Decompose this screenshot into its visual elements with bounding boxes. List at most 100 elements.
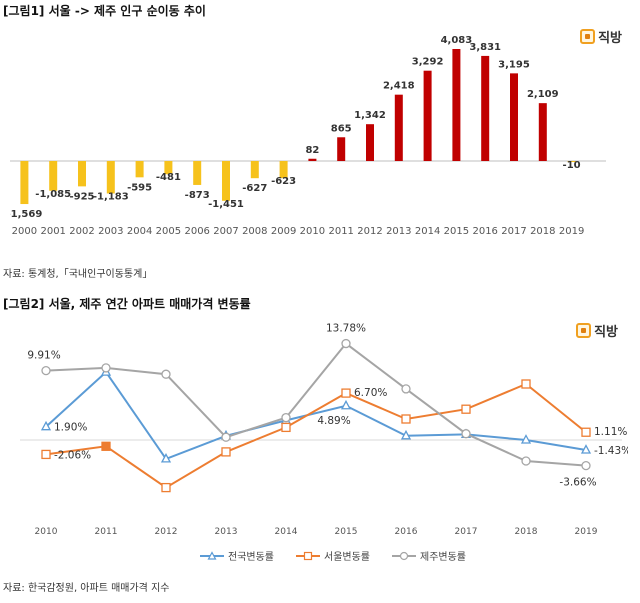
bar-2002 bbox=[78, 161, 86, 187]
x-tick-2003: 2003 bbox=[98, 226, 123, 237]
marker-s1-2016 bbox=[401, 414, 411, 424]
x-tick-2009: 2009 bbox=[271, 226, 296, 237]
bar-2006 bbox=[193, 161, 202, 185]
marker-s0-2019 bbox=[580, 444, 592, 454]
marker-s0-2018 bbox=[520, 434, 532, 444]
data-label-2011: 865 bbox=[331, 123, 352, 134]
chart2-legend: 전국변동률 서울변동률 제주변동률 bbox=[200, 548, 466, 563]
x-tick-2017: 2017 bbox=[455, 527, 478, 537]
series-line-2 bbox=[45, 342, 587, 467]
marker-s1-2013 bbox=[221, 447, 231, 457]
chart2-logo-text: 직방 bbox=[594, 325, 618, 340]
x-tick-2011: 2011 bbox=[95, 527, 118, 537]
x-tick-2000: 2000 bbox=[12, 226, 37, 237]
x-tick-2004: 2004 bbox=[127, 226, 152, 237]
legend-item-jeju: 제주변동률 bbox=[392, 548, 466, 563]
data-label-2006: -873 bbox=[185, 190, 210, 201]
x-tick-2011: 2011 bbox=[328, 226, 353, 237]
x-tick-2013: 2013 bbox=[386, 226, 411, 237]
annotation-2: 9.91% bbox=[27, 350, 60, 362]
bar-2004 bbox=[135, 161, 144, 178]
bar-2017 bbox=[510, 73, 518, 161]
data-label-2015: 4,083 bbox=[441, 35, 473, 46]
annotation-3: 13.78% bbox=[326, 323, 366, 335]
x-tick-2013: 2013 bbox=[215, 527, 238, 537]
x-tick-2016: 2016 bbox=[395, 527, 418, 537]
data-label-2001: -1,085 bbox=[35, 189, 71, 200]
chart1-title: [그림1] 서울 -> 제주 인구 순이동 추이 bbox=[3, 4, 206, 18]
bar-2013 bbox=[394, 94, 403, 161]
marker-s0-2012 bbox=[160, 453, 172, 463]
bar-2008 bbox=[250, 161, 259, 179]
legend-circle-icon bbox=[392, 551, 416, 560]
annotation-8: -3.66% bbox=[559, 477, 596, 489]
series-line-1 bbox=[45, 382, 587, 489]
data-label-2009: -623 bbox=[271, 176, 296, 187]
chart2-panel: 직방 2010 2011 2012 2013 2014 2015 2016 2017 2018 2… bbox=[10, 311, 628, 569]
data-label-2014: 3,292 bbox=[412, 57, 444, 68]
x-tick-2010: 2010 bbox=[300, 226, 325, 237]
bar-2003 bbox=[106, 161, 115, 194]
data-label-2003: -1,183 bbox=[93, 191, 129, 202]
data-label-2008: -627 bbox=[242, 183, 267, 194]
x-tick-2018: 2018 bbox=[515, 527, 538, 537]
x-tick-2001: 2001 bbox=[40, 226, 65, 237]
zigbang-logo-icon bbox=[576, 323, 592, 338]
bar-2019 bbox=[567, 161, 576, 162]
x-tick-2014: 2014 bbox=[275, 527, 298, 537]
marker-s2-2015 bbox=[341, 338, 351, 349]
x-tick-2019: 2019 bbox=[559, 226, 584, 237]
x-tick-2016: 2016 bbox=[472, 226, 497, 237]
annotation-0: 1.90% bbox=[54, 422, 87, 434]
data-label-2019: -10 bbox=[563, 160, 581, 171]
x-tick-2012: 2012 bbox=[155, 527, 178, 537]
legend-square-icon bbox=[296, 551, 320, 560]
x-tick-2019: 2019 bbox=[575, 527, 598, 537]
x-tick-2010: 2010 bbox=[35, 527, 58, 537]
series-line-0 bbox=[45, 370, 587, 461]
data-label-2012: 1,342 bbox=[354, 110, 386, 121]
bar-2009 bbox=[279, 161, 288, 179]
marker-s1-2012 bbox=[161, 482, 171, 493]
marker-s2-2017 bbox=[461, 429, 471, 439]
x-tick-2007: 2007 bbox=[213, 226, 238, 237]
legend-triangle-icon bbox=[200, 550, 224, 560]
x-tick-2015: 2015 bbox=[335, 527, 358, 537]
x-tick-2005: 2005 bbox=[156, 226, 181, 237]
annotation-1: -2.06% bbox=[54, 449, 91, 461]
legend-item-seoul: 서울변동률 bbox=[296, 548, 370, 563]
chart2-title: [그림2] 서울, 제주 연간 아파트 매매가격 변동률 bbox=[3, 297, 251, 311]
bar-2001 bbox=[49, 161, 58, 191]
data-label-2010: 82 bbox=[305, 145, 319, 156]
marker-s1-2017 bbox=[461, 404, 471, 414]
marker-s1-2015 bbox=[341, 388, 351, 398]
data-label-2016: 3,831 bbox=[469, 42, 501, 53]
data-label-2013: 2,418 bbox=[383, 81, 415, 92]
marker-s0-2016 bbox=[400, 429, 412, 440]
marker-s2-2018 bbox=[521, 456, 531, 466]
legend-label-seoul: 서울변동률 bbox=[324, 552, 370, 563]
marker-s1-2014 bbox=[281, 422, 291, 433]
data-label-2018: 2,109 bbox=[527, 89, 559, 100]
chart1-panel: 직방 -1,569 2000 -1,085 2001 -925 2002 -1,183 200… bbox=[10, 17, 628, 260]
x-tick-2002: 2002 bbox=[69, 226, 94, 237]
marker-s2-2019 bbox=[581, 460, 591, 471]
legend-item-national: 전국변동률 bbox=[200, 548, 274, 563]
marker-s1-2019 bbox=[581, 427, 591, 437]
x-tick-2014: 2014 bbox=[415, 226, 440, 237]
x-tick-2012: 2012 bbox=[357, 226, 382, 237]
chart2-source: 자료: 한국감정원, 아파트 매매가격 지수 bbox=[3, 583, 170, 594]
zigbang-logo-icon bbox=[580, 29, 596, 44]
chart1-source: 자료: 통계청,「국내인구이동통계」 bbox=[3, 269, 153, 280]
marker-s2-2013 bbox=[221, 432, 231, 442]
data-label-2017: 3,195 bbox=[498, 59, 530, 70]
marker-s0-2015 bbox=[340, 399, 352, 410]
bar-2016 bbox=[481, 55, 490, 161]
data-label-2005: -481 bbox=[156, 172, 181, 183]
legend-label-national: 전국변동률 bbox=[228, 552, 274, 563]
marker-s2-2010 bbox=[41, 365, 51, 376]
bar-2018 bbox=[538, 103, 547, 161]
x-tick-2008: 2008 bbox=[242, 226, 267, 237]
chart2-line-chart: 2010 2011 2012 2013 2014 2015 2016 2017 2018 2019… bbox=[20, 323, 628, 537]
bar-2005 bbox=[164, 161, 173, 175]
